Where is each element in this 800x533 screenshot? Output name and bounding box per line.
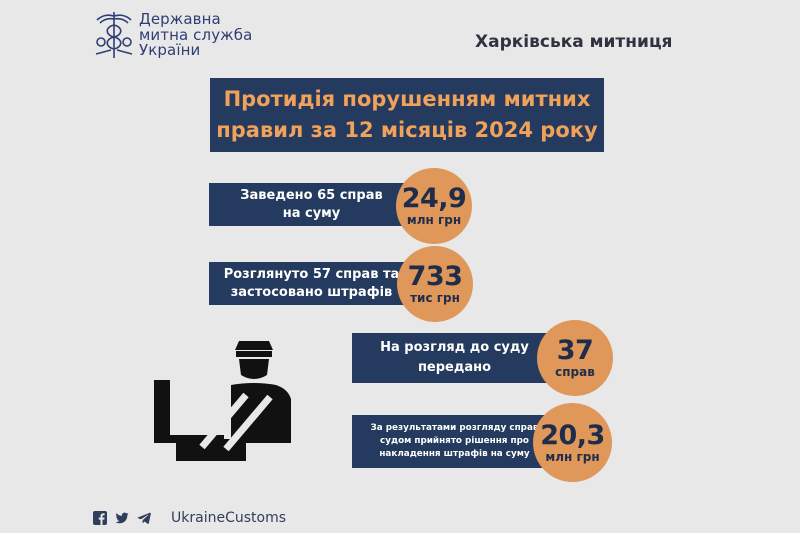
logo-line-2: митна служба	[139, 25, 253, 44]
twitter-icon[interactable]	[115, 511, 129, 525]
stat-4-text-1: За результатами розгляду справ	[370, 423, 539, 433]
stat-4-badge: 20,3 млн грн	[533, 403, 612, 482]
stat-1-label: Заведено 65 справ на суму	[209, 183, 414, 226]
facebook-icon[interactable]	[93, 511, 107, 525]
stat-1-text-1: Заведено 65 справ	[240, 187, 383, 203]
stat-4-text-2: судом прийнято рішення про	[380, 436, 529, 446]
logo-text: Державна митна служба України	[139, 10, 253, 59]
title-banner: Протидія порушенням митних правил за 12 …	[210, 78, 604, 152]
stat-4-text-3: накладення штрафів на суму	[379, 449, 530, 459]
stat-4-label: За результатами розгляду справ судом при…	[352, 415, 557, 468]
title-line-2: правил за 12 місяців 2024 року	[216, 118, 598, 142]
social-handle[interactable]: UkraineCustoms	[171, 510, 286, 526]
stat-3-unit: справ	[555, 365, 595, 379]
stat-4-value: 20,3	[540, 419, 605, 451]
customs-logo: Державна митна служба України	[93, 8, 263, 66]
logo-line-3: України	[139, 41, 201, 59]
telegram-icon[interactable]	[137, 511, 151, 525]
stat-1-badge: 24,9 млн грн	[396, 168, 472, 244]
logo-line-1: Державна	[139, 10, 221, 28]
stat-1-text-2: на суму	[282, 205, 341, 221]
customs-officer-icon	[154, 341, 291, 461]
stat-3-text-2: передано	[417, 360, 492, 375]
stat-2-badge: 733 тис грн	[397, 246, 473, 322]
stat-3-text-1: На розгляд до суду	[380, 340, 529, 355]
title-line-1: Протидія порушенням митних	[223, 87, 591, 111]
stat-2-value: 733	[407, 261, 463, 292]
stat-1-unit: млн грн	[406, 213, 462, 227]
stat-4-unit: млн грн	[545, 449, 600, 464]
stat-2-text-2: застосовано штрафів	[230, 284, 393, 300]
stat-2-label: Розглянуто 57 справ та застосовано штраф…	[209, 262, 414, 305]
stat-2-text-1: Розглянуто 57 справ та	[223, 266, 400, 282]
stat-3-value: 37	[556, 335, 594, 366]
customs-office-name: Харківська митниця	[475, 32, 673, 52]
stat-2-unit: тис грн	[410, 291, 460, 305]
stat-1-value: 24,9	[401, 183, 467, 214]
stat-3-label: На розгляд до суду передано	[352, 333, 557, 383]
stat-3-badge: 37 справ	[537, 320, 613, 396]
customs-emblem-icon	[95, 12, 133, 58]
